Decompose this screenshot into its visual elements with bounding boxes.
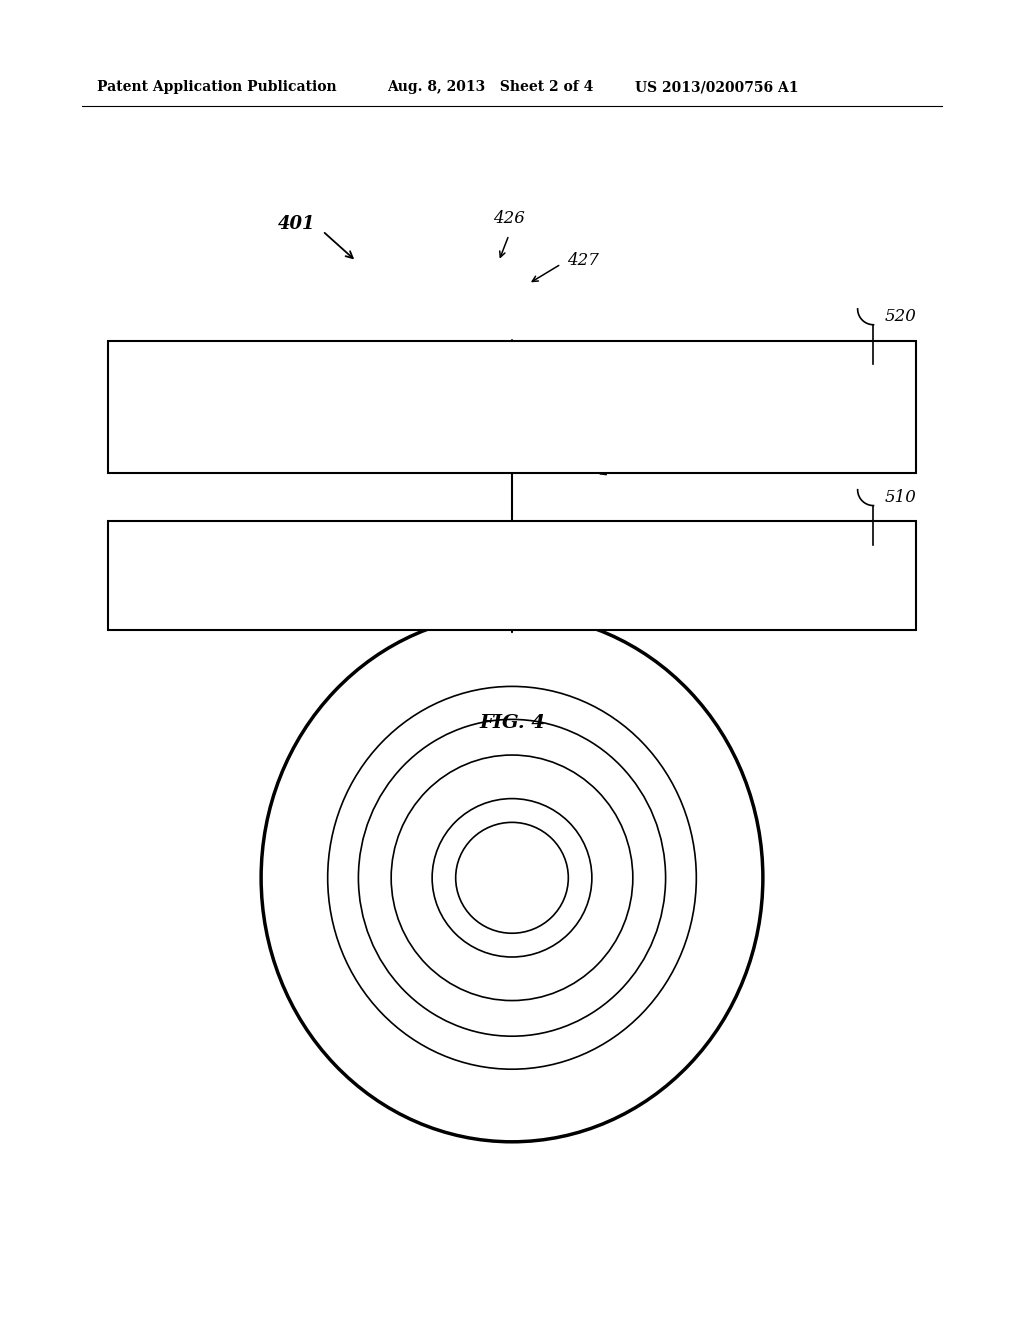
Bar	[108, 341, 916, 473]
Text: 427: 427	[567, 252, 599, 268]
Text: Patent Application Publication: Patent Application Publication	[97, 81, 337, 94]
Text: Aug. 8, 2013   Sheet 2 of 4: Aug. 8, 2013 Sheet 2 of 4	[387, 81, 594, 94]
Text: of the Piezoelectric Element in a Transducer: of the Piezoelectric Element in a Transd…	[339, 432, 685, 445]
Text: 415: 415	[234, 430, 266, 446]
Text: Second Surface Opposite the First Surface: Second Surface Opposite the First Surfac…	[346, 593, 678, 606]
Text: FIG. 5: FIG. 5	[479, 540, 545, 558]
Text: 429: 429	[664, 544, 695, 560]
Text: 401: 401	[278, 215, 315, 234]
Text: Provide a Piezoelectric Element, Having a First Surface and a: Provide a Piezoelectric Element, Having …	[272, 553, 752, 566]
Text: 428: 428	[650, 447, 682, 463]
Bar	[108, 521, 916, 630]
Text: 520: 520	[885, 308, 916, 325]
Text: Modify One of the First Surface of the Second Surface such: Modify One of the First Surface of the S…	[281, 368, 743, 381]
Text: that Radial Modes of the Piezoelectric Element Are Reduced in Operation: that Radial Modes of the Piezoelectric E…	[226, 400, 798, 413]
Text: 510: 510	[885, 488, 916, 506]
Text: 426: 426	[493, 210, 525, 227]
Text: US 2013/0200756 A1: US 2013/0200756 A1	[635, 81, 799, 94]
Text: FIG. 4: FIG. 4	[479, 714, 545, 733]
